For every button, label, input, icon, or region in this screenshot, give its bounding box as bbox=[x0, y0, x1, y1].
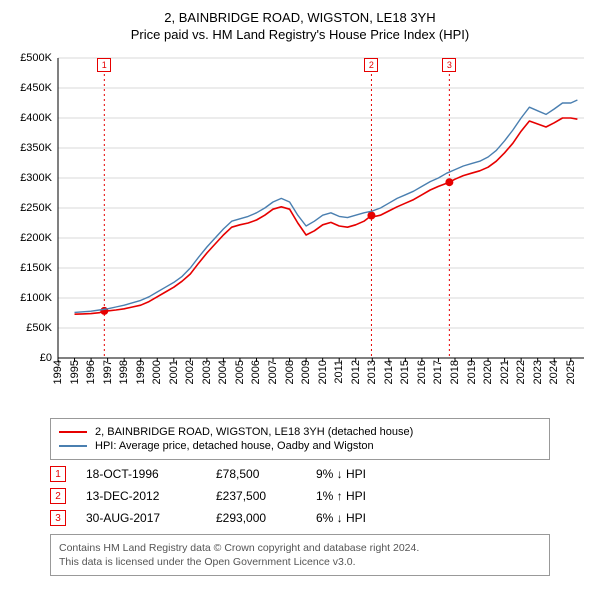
x-tick-label: 2018 bbox=[449, 360, 461, 384]
x-tick-label: 2025 bbox=[565, 360, 577, 384]
legend: 2, BAINBRIDGE ROAD, WIGSTON, LE18 3YH (d… bbox=[50, 418, 550, 460]
title-address: 2, BAINBRIDGE ROAD, WIGSTON, LE18 3YH bbox=[10, 10, 590, 25]
event-date: 18-OCT-1996 bbox=[86, 467, 216, 481]
title-block: 2, BAINBRIDGE ROAD, WIGSTON, LE18 3YH Pr… bbox=[10, 10, 590, 42]
footer-line: This data is licensed under the Open Gov… bbox=[59, 555, 541, 569]
y-tick-label: £50K bbox=[10, 322, 52, 334]
x-tick-label: 2000 bbox=[151, 360, 163, 384]
x-tick-label: 2005 bbox=[234, 360, 246, 384]
x-tick-label: 2007 bbox=[267, 360, 279, 384]
x-tick-label: 2002 bbox=[184, 360, 196, 384]
y-tick-label: £500K bbox=[10, 52, 52, 64]
x-tick-label: 1995 bbox=[69, 360, 81, 384]
x-tick-label: 2012 bbox=[350, 360, 362, 384]
chart-area: £0£50K£100K£150K£200K£250K£300K£350K£400… bbox=[10, 50, 590, 410]
event-price: £293,000 bbox=[216, 511, 316, 525]
event-row: 1 18-OCT-1996 £78,500 9% ↓ HPI bbox=[50, 466, 590, 482]
event-marker-badge: 3 bbox=[442, 58, 456, 72]
legend-label: 2, BAINBRIDGE ROAD, WIGSTON, LE18 3YH (d… bbox=[95, 426, 413, 438]
event-price: £78,500 bbox=[216, 467, 316, 481]
y-tick-label: £350K bbox=[10, 142, 52, 154]
event-row: 3 30-AUG-2017 £293,000 6% ↓ HPI bbox=[50, 510, 590, 526]
x-tick-label: 2009 bbox=[300, 360, 312, 384]
legend-row: 2, BAINBRIDGE ROAD, WIGSTON, LE18 3YH (d… bbox=[59, 426, 541, 438]
legend-label: HPI: Average price, detached house, Oadb… bbox=[95, 440, 374, 452]
x-tick-label: 2013 bbox=[366, 360, 378, 384]
event-marker-badge: 1 bbox=[97, 58, 111, 72]
event-marker-badge: 2 bbox=[364, 58, 378, 72]
event-row: 2 13-DEC-2012 £237,500 1% ↑ HPI bbox=[50, 488, 590, 504]
x-axis-labels: 1994 1995 1996 1997 1998 1999 2000 2001 2002 2003… bbox=[10, 358, 590, 408]
x-tick-label: 2017 bbox=[432, 360, 444, 384]
x-tick-label: 2015 bbox=[399, 360, 411, 384]
y-tick-label: £200K bbox=[10, 232, 52, 244]
legend-swatch bbox=[59, 431, 87, 433]
event-price: £237,500 bbox=[216, 489, 316, 503]
y-tick-label: £300K bbox=[10, 172, 52, 184]
x-tick-label: 1998 bbox=[118, 360, 130, 384]
x-tick-label: 2010 bbox=[317, 360, 329, 384]
x-tick-label: 2019 bbox=[466, 360, 478, 384]
y-tick-label: £100K bbox=[10, 292, 52, 304]
x-tick-label: 2016 bbox=[416, 360, 428, 384]
event-diff: 1% ↑ HPI bbox=[316, 489, 416, 503]
x-tick-label: 1996 bbox=[85, 360, 97, 384]
x-tick-label: 2014 bbox=[383, 360, 395, 384]
x-tick-label: 2022 bbox=[515, 360, 527, 384]
x-tick-label: 2003 bbox=[201, 360, 213, 384]
x-tick-label: 2011 bbox=[333, 360, 345, 384]
x-tick-label: 2004 bbox=[217, 360, 229, 384]
y-tick-label: £450K bbox=[10, 82, 52, 94]
x-tick-label: 2021 bbox=[499, 360, 511, 384]
y-tick-label: £150K bbox=[10, 262, 52, 274]
x-tick-label: 2008 bbox=[284, 360, 296, 384]
chart-container: 2, BAINBRIDGE ROAD, WIGSTON, LE18 3YH Pr… bbox=[0, 0, 600, 584]
title-subtitle: Price paid vs. HM Land Registry's House … bbox=[10, 27, 590, 42]
attribution-footer: Contains HM Land Registry data © Crown c… bbox=[50, 534, 550, 576]
chart-svg bbox=[10, 50, 590, 410]
x-tick-label: 2006 bbox=[250, 360, 262, 384]
x-tick-label: 2020 bbox=[482, 360, 494, 384]
x-tick-label: 2001 bbox=[168, 360, 180, 384]
x-tick-label: 2024 bbox=[548, 360, 560, 384]
legend-swatch bbox=[59, 445, 87, 447]
y-tick-label: £250K bbox=[10, 202, 52, 214]
x-tick-label: 1997 bbox=[102, 360, 114, 384]
event-diff: 9% ↓ HPI bbox=[316, 467, 416, 481]
event-diff: 6% ↓ HPI bbox=[316, 511, 416, 525]
x-tick-label: 1994 bbox=[52, 360, 64, 384]
event-date: 30-AUG-2017 bbox=[86, 511, 216, 525]
footer-line: Contains HM Land Registry data © Crown c… bbox=[59, 541, 541, 555]
event-badge: 2 bbox=[50, 488, 66, 504]
x-tick-label: 1999 bbox=[135, 360, 147, 384]
legend-row: HPI: Average price, detached house, Oadb… bbox=[59, 440, 541, 452]
x-tick-label: 2023 bbox=[532, 360, 544, 384]
events-table: 1 18-OCT-1996 £78,500 9% ↓ HPI 2 13-DEC-… bbox=[50, 466, 590, 526]
event-badge: 1 bbox=[50, 466, 66, 482]
event-date: 13-DEC-2012 bbox=[86, 489, 216, 503]
y-tick-label: £400K bbox=[10, 112, 52, 124]
event-badge: 3 bbox=[50, 510, 66, 526]
